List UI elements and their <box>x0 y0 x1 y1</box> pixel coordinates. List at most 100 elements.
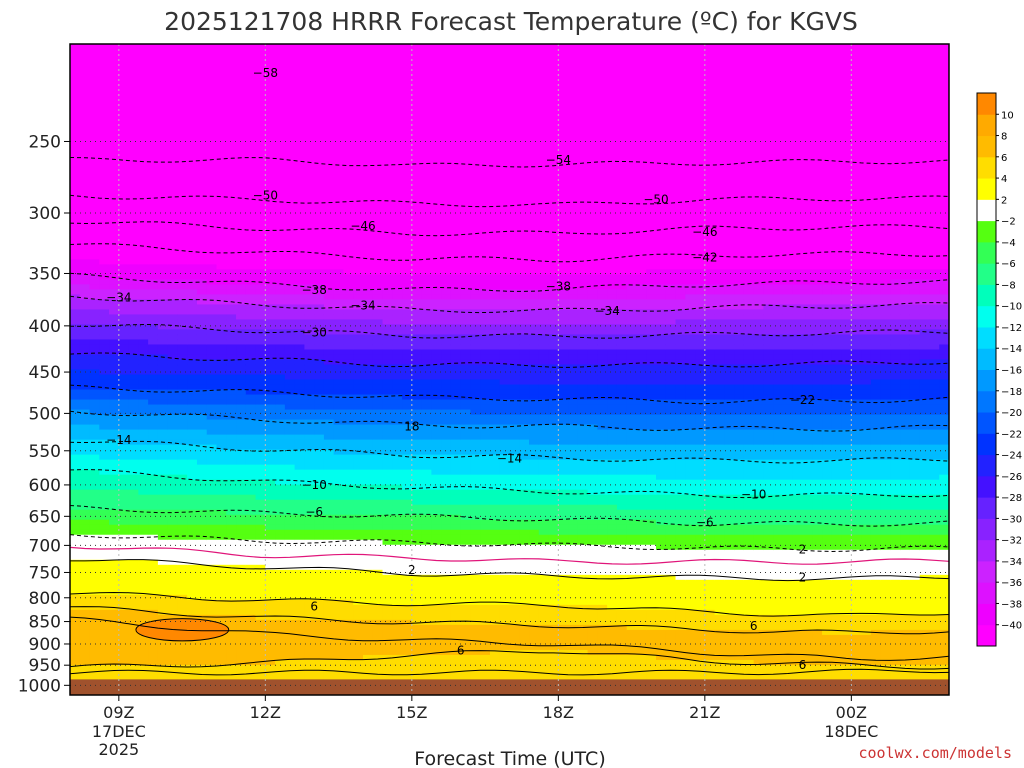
temperature-cell <box>157 604 169 611</box>
temperature-cell <box>411 479 423 486</box>
temperature-cell <box>411 384 423 391</box>
temperature-cell <box>382 334 393 341</box>
temperature-cell <box>99 244 110 250</box>
temperature-cell <box>79 674 91 681</box>
temperature-cell <box>109 359 120 366</box>
temperature-cell <box>167 654 179 661</box>
temperature-cell <box>70 209 81 215</box>
temperature-cell <box>323 44 335 50</box>
temperature-cell <box>226 664 237 671</box>
temperature-cell <box>148 154 159 160</box>
temperature-cell <box>255 609 266 616</box>
temperature-cell <box>265 219 276 225</box>
temperature-cell <box>109 499 120 506</box>
temperature-cell <box>216 209 227 215</box>
temperature-cell <box>314 534 325 541</box>
temperature-cell <box>392 419 403 426</box>
temperature-cell <box>275 189 286 195</box>
temperature-cell <box>177 569 188 576</box>
temperature-cell <box>363 89 374 95</box>
temperature-cell <box>294 284 305 290</box>
temperature-cell <box>109 209 120 215</box>
temperature-cell <box>333 384 345 391</box>
temperature-cell <box>372 244 384 250</box>
temperature-cell <box>99 569 110 576</box>
temperature-cell <box>148 234 159 240</box>
temperature-cell <box>138 324 149 331</box>
temperature-cell <box>245 284 257 290</box>
temperature-cell <box>333 184 345 190</box>
temperature-cell <box>216 409 227 416</box>
temperature-cell <box>148 214 159 220</box>
temperature-cell <box>118 304 130 311</box>
temperature-cell <box>99 449 110 456</box>
temperature-cell <box>294 164 305 170</box>
temperature-cell <box>79 484 91 491</box>
temperature-cell <box>109 449 120 456</box>
temperature-cell <box>128 324 139 331</box>
temperature-cell <box>255 579 266 586</box>
temperature-cell <box>187 119 198 125</box>
temperature-cell <box>265 344 276 351</box>
temperature-cell <box>382 534 393 541</box>
temperature-cell <box>372 549 384 556</box>
temperature-cell <box>265 154 276 160</box>
temperature-cell <box>421 399 432 406</box>
temperature-cell <box>431 294 442 300</box>
temperature-cell <box>128 214 139 220</box>
temperature-cell <box>275 254 286 260</box>
temperature-cell <box>431 569 442 576</box>
temperature-cell <box>284 579 296 586</box>
temperature-cell <box>128 409 139 416</box>
temperature-cell <box>411 194 423 200</box>
temperature-cell <box>206 594 218 601</box>
temperature-cell <box>177 259 188 265</box>
temperature-cell <box>284 109 296 115</box>
temperature-cell <box>363 529 374 536</box>
temperature-cell <box>128 389 139 396</box>
temperature-cell <box>275 309 286 316</box>
temperature-cell <box>372 254 384 260</box>
temperature-cell <box>236 509 247 516</box>
temperature-cell <box>236 649 247 656</box>
temperature-cell <box>294 334 305 341</box>
temperature-cell <box>275 49 286 55</box>
temperature-cell <box>157 194 169 200</box>
temperature-cell <box>323 579 335 586</box>
temperature-cell <box>245 364 257 371</box>
temperature-cell <box>275 214 286 220</box>
temperature-cell <box>148 349 159 356</box>
temperature-cell <box>79 214 91 220</box>
temperature-cell <box>284 534 296 541</box>
temperature-cell <box>245 639 257 646</box>
temperature-cell <box>216 339 227 346</box>
temperature-cell <box>99 544 110 551</box>
temperature-cell <box>138 489 149 496</box>
temperature-cell <box>284 269 296 275</box>
temperature-cell <box>284 439 296 446</box>
temperature-cell <box>411 139 423 145</box>
temperature-cell <box>226 99 237 105</box>
temperature-cell <box>314 129 325 135</box>
temperature-cell <box>343 319 354 326</box>
temperature-cell <box>206 119 218 125</box>
temperature-cell <box>284 374 296 381</box>
temperature-cell <box>284 354 296 361</box>
temperature-cell <box>402 124 413 130</box>
temperature-cell <box>392 674 403 681</box>
temperature-cell <box>236 434 247 441</box>
temperature-cell <box>402 384 413 391</box>
temperature-cell <box>411 264 423 270</box>
temperature-cell <box>372 209 384 215</box>
temperature-cell <box>70 334 81 341</box>
temperature-cell <box>89 164 100 170</box>
temperature-cell <box>79 514 91 521</box>
temperature-cell <box>226 654 237 661</box>
temperature-cell <box>323 424 335 431</box>
temperature-cell <box>70 459 81 466</box>
temperature-cell <box>216 364 227 371</box>
temperature-cell <box>382 149 393 155</box>
temperature-cell <box>421 259 432 265</box>
temperature-cell <box>177 264 188 270</box>
temperature-cell <box>343 439 354 446</box>
